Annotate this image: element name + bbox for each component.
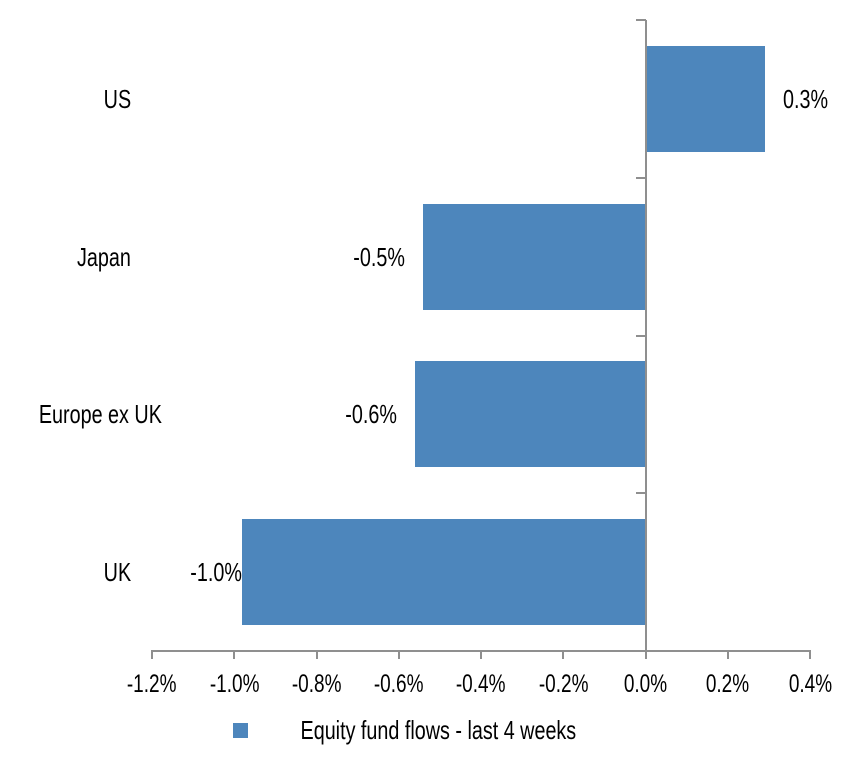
bar [415,361,646,468]
x-tick-label-text: -0.6% [373,670,424,698]
x-tick [809,651,811,659]
category-label-text: UK [103,557,131,588]
category-label: Japan [0,244,131,270]
bar [423,203,646,310]
x-tick [480,651,482,659]
legend: Equity fund flows - last 4 weeks [0,714,852,746]
x-tick-label: -1.0% [174,671,294,697]
data-label-text: -1.0% [189,557,242,588]
x-tick [644,651,647,659]
x-tick [562,651,565,659]
x-tick [151,651,153,659]
bar [242,519,646,626]
x-tick-label-text: -1.2% [127,670,177,698]
x-tick-label-text: 0.4% [788,670,832,698]
x-tick-label-text: -0.8% [291,670,342,698]
category-label: US [0,86,131,112]
value-axis-line [151,650,811,652]
x-tick-label: 0.2% [668,671,788,697]
x-tick-label: -0.4% [421,671,541,697]
data-label: -1.0% [101,557,242,588]
zero-line [644,20,647,651]
category-axis-tick [635,492,646,495]
x-tick-label-text: 0.2% [706,670,750,698]
legend-swatch [232,722,248,738]
x-tick-label: -0.2% [503,671,623,697]
bar [645,45,765,152]
category-axis-tick [635,19,646,21]
x-tick-label: -0.8% [257,671,377,697]
x-tick-label: -0.6% [339,671,459,697]
data-label-text: -0.5% [352,241,405,272]
category-axis-tick [635,176,646,179]
x-tick [397,651,400,659]
x-tick [233,651,236,659]
category-label-text: US [103,83,131,114]
category-axis-tick [635,334,646,337]
data-label: -0.5% [264,241,405,272]
category-label: UK [0,559,131,585]
data-label: -0.6% [257,399,398,430]
x-tick-label: 0.4% [750,671,852,697]
x-tick-label-text: -0.2% [538,670,589,698]
x-tick-label-text: 0.0% [623,670,668,698]
x-tick-label: -1.2% [92,671,212,697]
category-label-text: Europe ex UK [38,399,162,430]
x-tick-label-text: -1.0% [209,670,260,698]
legend-label: Equity fund flows - last 4 weeks [300,715,576,745]
category-label: Europe ex UK [0,401,162,427]
x-tick-label: 0.0% [586,671,706,697]
data-label-text: 0.3% [782,83,828,114]
data-label-text: -0.6% [345,399,398,430]
x-tick-label-text: -0.4% [456,670,506,698]
x-tick [726,651,729,659]
category-label-text: Japan [77,241,131,272]
data-label: 0.3% [783,86,852,112]
x-tick [315,651,318,659]
